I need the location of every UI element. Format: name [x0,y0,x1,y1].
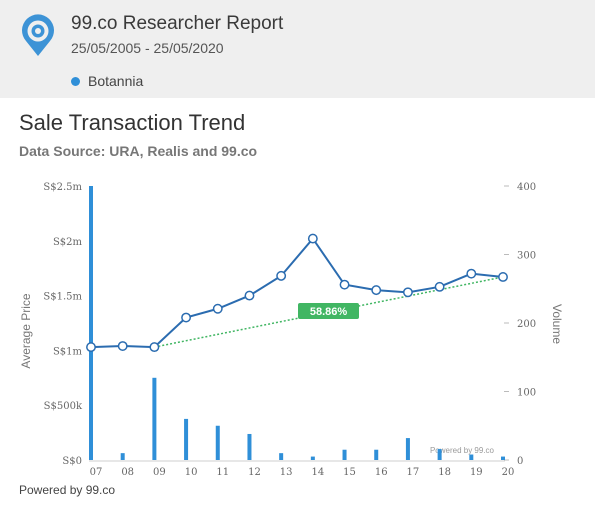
app-title: 99.co Researcher Report [71,13,284,34]
y-right-tick-label: 200 [517,319,536,330]
y-right-tick-label: 300 [517,251,536,262]
x-tick-label: 19 [470,467,483,478]
legend-item-botannia[interactable]: Botannia [71,73,143,89]
y-left-axis-title: Average Price [19,293,33,368]
y-left-tick-label: S$2m [53,237,83,248]
y-right-tick-label: 0 [517,456,523,467]
price-point [371,285,382,296]
chart-title: Sale Transaction Trend [19,110,246,135]
volume-bar [152,377,157,460]
price-point [181,312,192,323]
x-tick-label: 18 [438,467,451,478]
x-tick-label: 07 [90,467,103,478]
x-tick-label: 08 [121,467,134,478]
trend-badge-label: 58.86% [310,306,348,318]
volume-bar [184,418,189,460]
average-price-line [90,236,504,349]
y-left-tick-label: S$1m [53,346,83,357]
chart-watermark: Powered by 99.co [430,446,495,455]
x-tick-label: 09 [153,467,166,478]
legend-dot-icon [71,77,80,86]
price-point [149,342,160,353]
volume-bar [215,425,220,460]
price-point [86,342,96,353]
legend-label: Botannia [88,73,144,89]
price-point [276,270,287,281]
location-pin-logo-icon [22,14,54,57]
y-right-axis-title: Volume [550,304,564,344]
x-tick-label: 14 [311,467,324,478]
price-point [402,287,413,298]
volume-bar [437,449,442,460]
volume-bar [89,186,93,460]
date-range: 25/05/2005 - 25/05/2020 [71,40,224,56]
y-left-tick-label: S$2.5m [43,182,82,193]
y-left-tick-label: S$0 [62,456,82,467]
x-tick-label: 16 [375,467,388,478]
sale-transaction-chart: S$0 S$500k S$1m S$1.5m S$2m S$2.5m 0 100 200 300 4… [19,182,564,478]
y-right-tick-label: 100 [517,388,536,399]
report-header: 99.co Researcher Report 25/05/2005 - 25/… [0,0,595,98]
trend-badge [298,303,359,319]
price-point [498,272,508,282]
x-tick-label: 11 [216,467,229,478]
volume-bar [247,433,252,460]
y-left-tick-label: S$500k [44,401,83,412]
volume-bar [405,438,410,460]
x-tick-label: 17 [407,467,420,478]
powered-by-footer[interactable]: Powered by 99.co [19,483,116,497]
volume-bar [310,456,315,460]
price-point [117,341,128,351]
x-tick-label: 10 [185,467,198,478]
x-tick-label: 15 [343,467,356,478]
volume-bar [342,449,347,460]
price-point [339,279,350,290]
price-point [307,233,318,244]
volume-bar [501,456,505,460]
volume-bar [469,454,474,460]
y-right-tick-label: 400 [517,182,536,193]
chart-subtitle: Data Source: URA, Realis and 99.co [19,143,258,159]
price-point [434,281,445,292]
x-tick-label: 13 [280,467,293,478]
y-left-tick-label: S$1.5m [43,292,82,303]
price-point [244,290,255,301]
price-point [466,268,477,279]
chart-area: S$0 S$500k S$1m S$1.5m S$2m S$2.5m 0 100 200 300 4… [0,170,595,480]
volume-bar [279,453,284,460]
x-tick-label: 12 [248,467,261,478]
x-tick-label: 20 [502,467,515,478]
volume-bar [374,449,379,460]
price-point [212,303,223,314]
volume-bar [120,453,125,460]
